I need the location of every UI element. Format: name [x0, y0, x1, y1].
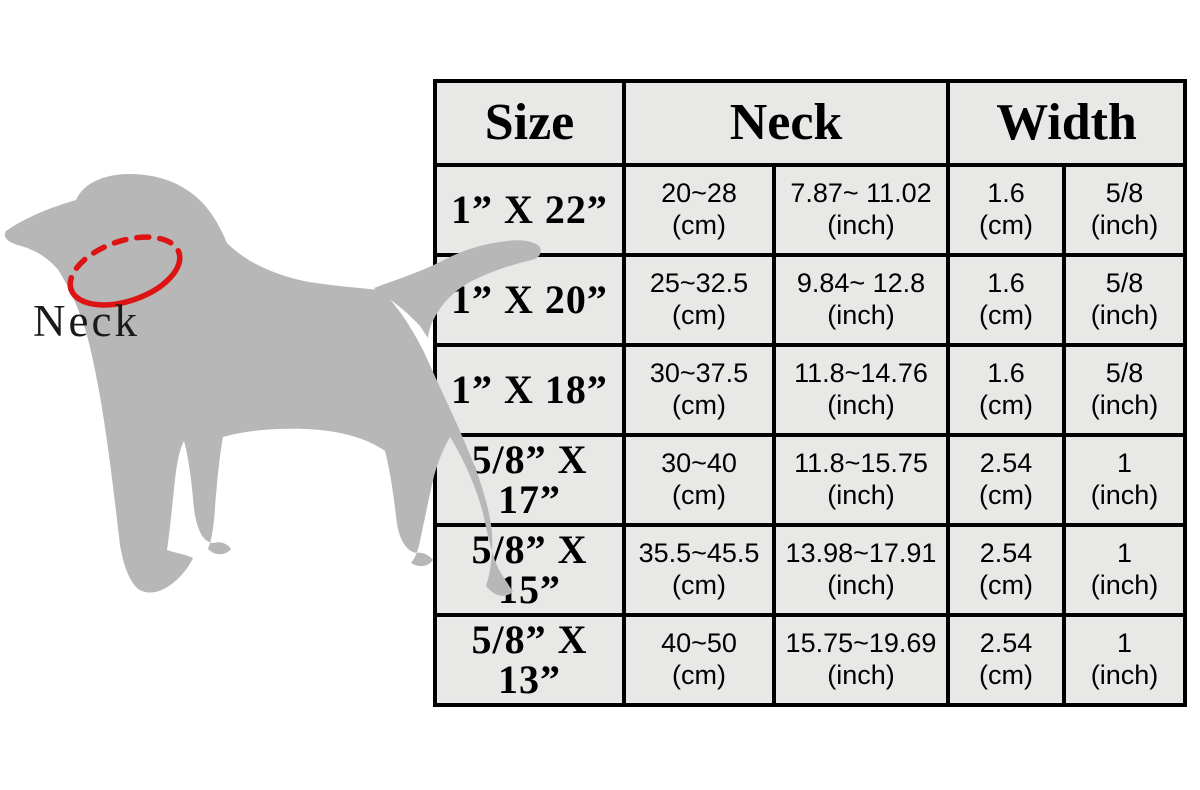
neck-cm-value: 25~32.5: [649, 268, 749, 299]
neck-cm-cell: 35.5~45.5 (cm): [622, 523, 776, 617]
width-cm-cell: 1.6 (cm): [946, 163, 1067, 257]
inch-unit-label: (inch): [827, 210, 895, 240]
table-row: 1” X 18” 30~37.5 (cm) 11.8~14.76 (inch) …: [433, 343, 1188, 437]
width-inch-value: 5/8: [1105, 268, 1144, 299]
width-cm-cell: 1.6 (cm): [946, 343, 1067, 437]
neck-inch-value: 7.87~ 11.02: [790, 178, 932, 209]
table-row: 5/8” X 17” 30~40 (cm) 11.8~15.75 (inch) …: [433, 433, 1188, 527]
width-inch-cell: 5/8 (inch): [1062, 253, 1188, 347]
width-inch-cell: 1 (inch): [1062, 523, 1188, 617]
table-row: 1” X 20” 25~32.5 (cm) 9.84~ 12.8 (inch) …: [433, 253, 1188, 347]
neck-inch-cell: 11.8~15.75 (inch): [771, 433, 951, 527]
width-cm-value: 2.54: [979, 538, 1033, 569]
width-cm-value: 1.6: [987, 178, 1025, 209]
table-header-row: Size Neck Width: [433, 79, 1188, 167]
width-inch-value: 5/8: [1105, 178, 1144, 209]
neck-inch-value: 9.84~ 12.8: [796, 268, 926, 299]
width-cm-cell: 2.54 (cm): [946, 523, 1067, 617]
inch-unit-label: (inch): [1090, 390, 1159, 420]
size-cell: 5/8” X 17”: [433, 433, 626, 527]
width-cm-cell: 1.6 (cm): [946, 253, 1067, 347]
neck-cm-cell: 30~37.5 (cm): [622, 343, 776, 437]
neck-label: Neck: [33, 296, 140, 346]
inch-unit-label: (inch): [1090, 570, 1159, 600]
neck-inch-cell: 11.8~14.76 (inch): [771, 343, 951, 437]
inch-unit-label: (inch): [1090, 210, 1159, 240]
neck-inch-value: 11.8~15.75: [794, 448, 928, 479]
size-table: Size Neck Width 1” X 22” 20~28 (cm) 7.87…: [433, 79, 1188, 707]
neck-cm-value: 30~40: [661, 448, 737, 479]
table-row: 5/8” X 15” 35.5~45.5 (cm) 13.98~17.91 (i…: [433, 523, 1188, 617]
neck-collar-ellipse-dashed: [67, 234, 182, 293]
width-inch-cell: 1 (inch): [1062, 613, 1188, 707]
size-cell: 5/8” X 15”: [433, 523, 626, 617]
width-cm-cell: 2.54 (cm): [946, 613, 1067, 707]
width-inch-cell: 1 (inch): [1062, 433, 1188, 527]
width-cm-cell: 2.54 (cm): [946, 433, 1067, 527]
inch-unit-label: (inch): [827, 390, 895, 420]
inch-unit-label: (inch): [1090, 300, 1159, 330]
width-cm-value: 1.6: [987, 358, 1025, 389]
width-cm-value: 2.54: [979, 448, 1033, 479]
cm-unit-label: (cm): [672, 210, 726, 240]
header-width: Width: [946, 79, 1188, 167]
neck-cm-cell: 20~28 (cm): [622, 163, 776, 257]
size-cell: 1” X 22”: [433, 163, 626, 257]
neck-cm-cell: 25~32.5 (cm): [622, 253, 776, 347]
cm-unit-label: (cm): [979, 570, 1033, 600]
neck-cm-value: 20~28: [661, 178, 737, 209]
size-cell: 1” X 18”: [433, 343, 626, 437]
header-neck: Neck: [621, 79, 951, 167]
inch-unit-label: (inch): [827, 660, 895, 690]
neck-inch-cell: 13.98~17.91 (inch): [771, 523, 951, 617]
width-inch-value: 1: [1117, 538, 1133, 569]
neck-inch-cell: 7.87~ 11.02 (inch): [771, 163, 951, 257]
inch-unit-label: (inch): [827, 300, 895, 330]
width-cm-value: 2.54: [979, 628, 1033, 659]
width-inch-cell: 5/8 (inch): [1062, 163, 1188, 257]
width-cm-value: 1.6: [987, 268, 1025, 299]
size-cell: 5/8” X 13”: [433, 613, 626, 707]
header-size: Size: [433, 79, 626, 167]
cm-unit-label: (cm): [672, 570, 726, 600]
inch-unit-label: (inch): [1090, 660, 1159, 690]
neck-cm-value: 30~37.5: [649, 358, 749, 389]
neck-cm-value: 35.5~45.5: [638, 538, 760, 569]
width-inch-value: 1: [1117, 448, 1133, 479]
width-inch-value: 5/8: [1105, 358, 1144, 389]
neck-inch-value: 13.98~17.91: [785, 538, 937, 569]
table-row: 5/8” X 13” 40~50 (cm) 15.75~19.69 (inch)…: [433, 613, 1188, 707]
width-inch-cell: 5/8 (inch): [1062, 343, 1188, 437]
inch-unit-label: (inch): [1090, 480, 1159, 510]
neck-inch-value: 15.75~19.69: [785, 628, 937, 659]
inch-unit-label: (inch): [827, 570, 895, 600]
cm-unit-label: (cm): [979, 480, 1033, 510]
cm-unit-label: (cm): [672, 390, 726, 420]
size-cell: 1” X 20”: [433, 253, 626, 347]
cm-unit-label: (cm): [979, 300, 1033, 330]
neck-cm-cell: 30~40 (cm): [622, 433, 776, 527]
cm-unit-label: (cm): [979, 390, 1033, 420]
table-row: 1” X 22” 20~28 (cm) 7.87~ 11.02 (inch) 1…: [433, 163, 1188, 257]
neck-cm-cell: 40~50 (cm): [622, 613, 776, 707]
width-inch-value: 1: [1117, 628, 1133, 659]
neck-inch-cell: 15.75~19.69 (inch): [771, 613, 951, 707]
neck-inch-cell: 9.84~ 12.8 (inch): [771, 253, 951, 347]
cm-unit-label: (cm): [979, 210, 1033, 240]
cm-unit-label: (cm): [672, 480, 726, 510]
cm-unit-label: (cm): [979, 660, 1033, 690]
inch-unit-label: (inch): [827, 480, 895, 510]
neck-inch-value: 11.8~14.76: [794, 358, 928, 389]
neck-cm-value: 40~50: [661, 628, 737, 659]
cm-unit-label: (cm): [672, 660, 726, 690]
cm-unit-label: (cm): [672, 300, 726, 330]
